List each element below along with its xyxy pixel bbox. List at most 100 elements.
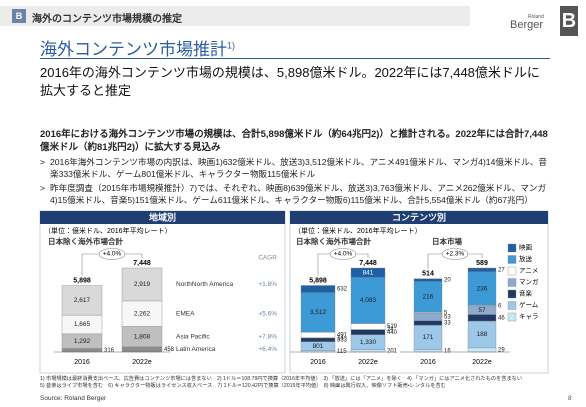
logo-top: Roland <box>528 14 544 20</box>
data-label: 188 <box>477 331 488 338</box>
data-label: 20 <box>444 278 451 284</box>
data-label: 16 <box>444 348 451 354</box>
data-label: 4,083 <box>360 297 377 304</box>
total-label: 7,448 <box>359 260 377 267</box>
bar-segment <box>467 320 497 349</box>
growth-label: +4.0% <box>103 251 122 258</box>
bar-segment <box>300 337 336 342</box>
data-label: 316 <box>104 348 115 354</box>
legend-label: 映画 <box>519 243 533 252</box>
bar-segment <box>413 349 443 353</box>
cagr-label: +5.6% <box>258 310 277 317</box>
panel-subtitle: （単位：億米ドル、2016年平均レート） <box>294 226 422 235</box>
bar-segment <box>61 348 103 353</box>
bar-segment <box>121 346 163 353</box>
growth-badge <box>329 248 357 260</box>
section-badge: B <box>12 9 26 23</box>
panel-header <box>40 211 285 224</box>
legend-label: 音楽 <box>519 289 533 298</box>
panel-title: コンテンツ別 <box>392 211 446 222</box>
total-label: 5,898 <box>309 277 327 284</box>
bar-segment <box>413 278 443 282</box>
data-label: 529 <box>387 324 398 330</box>
data-label: 458 <box>164 347 175 353</box>
data-label: 801 <box>313 343 324 350</box>
legend-swatch <box>507 301 517 310</box>
x-tick-label: 2022e <box>358 359 378 366</box>
data-label: 171 <box>423 334 434 341</box>
title-note: 1) <box>227 40 236 51</box>
data-label: 1,665 <box>74 321 91 328</box>
header-bar <box>0 6 470 26</box>
logo-mark: B <box>560 6 578 36</box>
charts: 地域別（単位：億米ドル、2016年平均レート）日本除く海外市場合計3161,29… <box>39 210 549 374</box>
bar-segment <box>413 312 443 321</box>
bar-segment <box>61 285 103 316</box>
section-title: 海外のコンテンツ市場規模の推定 <box>32 14 182 25</box>
title-text: 海外コンテンツ市場推計 <box>40 40 227 59</box>
cagr-label: +7.8% <box>258 333 277 340</box>
x-tick-label: 2016 <box>420 359 436 366</box>
bar-segment <box>121 267 163 302</box>
total-label: 7,448 <box>133 260 151 267</box>
bar-segment <box>413 325 443 350</box>
footnote: 5) 音楽はライブ市場を含む 6) キャラクター物販はライセンス収入ベース 7)… <box>40 383 446 389</box>
bullet: 2016年海外コンテンツ市場の内訳は、映画1)632億米ドル、放送3)3,512… <box>40 157 555 180</box>
data-label: 6 <box>498 304 502 310</box>
legend-swatch <box>507 312 517 322</box>
growth-label: +2.3% <box>446 251 465 258</box>
growth-badge <box>98 248 126 260</box>
bar-segment <box>300 285 336 293</box>
legend-label: NorthNorth America <box>176 281 233 288</box>
bar-segment <box>413 281 443 313</box>
title-rule <box>40 58 550 59</box>
total-label: 514 <box>422 271 434 278</box>
data-label: 14 <box>337 335 344 341</box>
growth-badge <box>441 248 469 260</box>
bar-segment <box>350 267 386 278</box>
bar-segment <box>467 271 497 306</box>
x-tick-label: 2016 <box>310 359 326 366</box>
data-label: 27 <box>498 268 505 274</box>
bar-segment <box>467 267 497 273</box>
legend-label: キャラ <box>519 313 539 321</box>
x-tick-label: 2016 <box>74 359 90 366</box>
data-label: 632 <box>337 287 348 293</box>
legend-label: アニメ <box>519 267 538 275</box>
panel-subtitle: （単位：億米ドル、2016年平均レート） <box>44 226 172 235</box>
summary: 2016年における海外コンテンツ市場の規模は、合計5,898億米ドル（約64兆円… <box>40 129 548 153</box>
panel-header <box>290 211 548 224</box>
total-label: 5,898 <box>73 277 91 284</box>
data-label: 1,292 <box>74 338 91 345</box>
legend-label: Latin America <box>176 346 216 353</box>
page-number: 8 <box>568 395 572 402</box>
bar-segment <box>300 332 336 338</box>
bar-segment <box>121 300 163 327</box>
legend-swatch <box>507 243 517 253</box>
data-label: 2,919 <box>134 281 151 288</box>
legend-swatch <box>507 278 517 287</box>
data-label: 57 <box>478 307 486 314</box>
chart-subtitle: 日本除く海外市場合計 <box>296 236 371 246</box>
x-tick-label: 2022e <box>132 359 152 366</box>
data-label: 24 <box>387 327 394 333</box>
data-label: 1,330 <box>360 339 377 346</box>
bar-segment <box>350 277 386 324</box>
bar-segment <box>350 323 386 330</box>
total-label: 589 <box>476 260 488 267</box>
bar-segment <box>350 349 386 353</box>
chart-subtitle: 日本除く海外市場合計 <box>48 236 123 246</box>
lead-text: 2016年の海外コンテンツ市場の規模は、5,898億米ドル。2022年には7,4… <box>40 65 540 98</box>
chart-subtitle: 日本市場 <box>432 236 462 246</box>
legend-swatch <box>507 266 517 276</box>
data-label: 333 <box>337 337 348 343</box>
bar-segment <box>300 292 336 333</box>
data-label: 440 <box>387 330 398 336</box>
data-label: 2,262 <box>134 310 151 317</box>
data-label: 216 <box>423 294 434 301</box>
data-label: 236 <box>477 285 488 292</box>
data-label: 33 <box>444 321 451 327</box>
legend-label: EMEA <box>176 310 195 317</box>
legend-label: ゲーム <box>519 300 539 309</box>
